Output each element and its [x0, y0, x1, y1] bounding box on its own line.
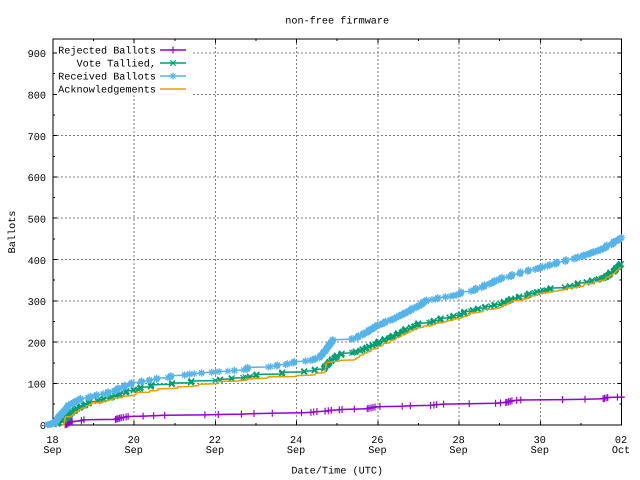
svg-text:100: 100 [28, 381, 46, 392]
svg-text:18: 18 [46, 436, 58, 447]
svg-text:20: 20 [128, 436, 140, 447]
svg-text:200: 200 [28, 339, 46, 350]
svg-text:Sep: Sep [206, 446, 224, 457]
svg-text:Date/Time (UTC): Date/Time (UTC) [291, 466, 383, 478]
svg-text:Sep: Sep [449, 446, 467, 457]
svg-text:Received Ballots: Received Ballots [58, 72, 156, 84]
svg-text:Sep: Sep [368, 446, 386, 457]
svg-text:Sep: Sep [43, 446, 61, 457]
svg-text:0: 0 [40, 422, 46, 433]
svg-text:22: 22 [209, 436, 221, 447]
svg-text:Sep: Sep [287, 446, 305, 457]
svg-text:900: 900 [28, 50, 46, 61]
svg-text:700: 700 [28, 133, 46, 144]
svg-text:400: 400 [28, 257, 46, 268]
svg-text:Sep: Sep [531, 446, 549, 457]
svg-text:02: 02 [615, 436, 627, 447]
svg-text:non-free firmware: non-free firmware [285, 16, 389, 28]
svg-text:500: 500 [28, 215, 46, 226]
svg-text:Acknowledgements: Acknowledgements [58, 85, 156, 97]
svg-text:24: 24 [290, 436, 302, 447]
svg-text:800: 800 [28, 92, 46, 103]
svg-text:30: 30 [534, 436, 546, 447]
svg-text:300: 300 [28, 298, 46, 309]
svg-text:600: 600 [28, 174, 46, 185]
svg-text:Vote Tallied,: Vote Tallied, [77, 59, 156, 71]
svg-text:28: 28 [452, 436, 464, 447]
svg-text:Sep: Sep [125, 446, 143, 457]
svg-text:Oct: Oct [612, 446, 630, 457]
svg-text:Rejected Ballots: Rejected Ballots [58, 46, 156, 58]
svg-text:26: 26 [371, 436, 383, 447]
svg-text:Ballots: Ballots [7, 211, 19, 254]
